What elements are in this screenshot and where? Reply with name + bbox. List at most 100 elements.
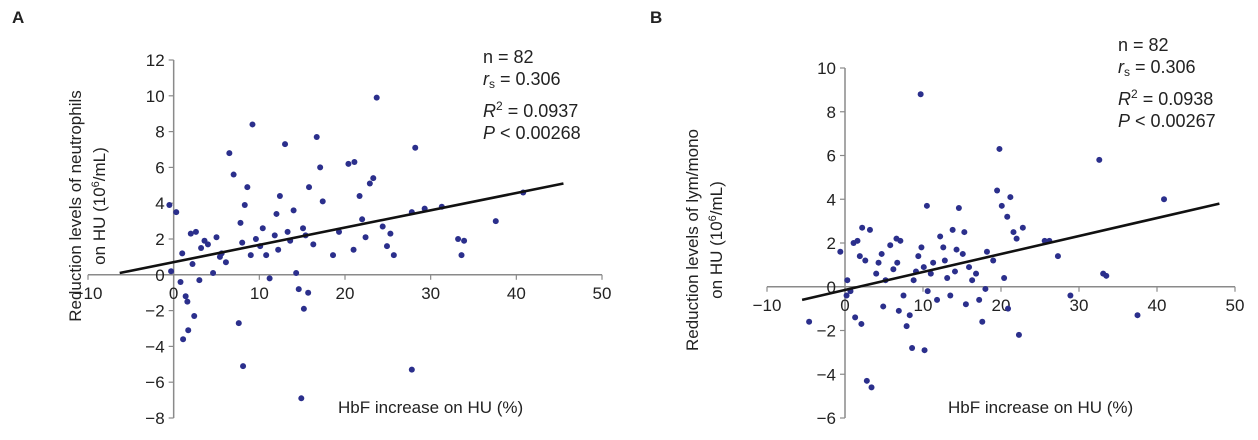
panel-a-data-point [379,223,386,230]
panel-a-data-point [408,366,415,373]
panel-b-data-point [966,264,973,271]
panel-b-data-point [1096,156,1103,163]
panel-a-data-point [412,144,419,151]
panel-b-data-point [1161,196,1168,203]
panel-b-ylabel-line2-post: /mL) [707,181,726,216]
panel-a-y-tick-label: −2 [145,302,164,321]
panel-b-y-tick-label: 4 [827,190,836,209]
panel-a-data-point [240,363,247,370]
panel-b-y-tick-label: 8 [827,103,836,122]
panel-a-data-point [239,239,246,246]
panel-b-data-point [1007,194,1014,201]
panel-a-data-point [210,270,217,277]
panel-a-y-axis-title: Reduction levels of neutrophils on HU (1… [66,56,110,356]
panel-b-data-point [852,314,859,321]
panel-b-data-point [866,226,873,233]
panel-b-data-point [934,296,941,303]
panel-b-data-point [955,205,962,211]
panel-a-x-tick-label: 10 [250,284,269,303]
panel-a-data-point [319,198,326,205]
panel-b-y-axis-title: Reduction levels of lym/mono on HU (106/… [683,105,727,375]
panel-a-x-tick-label: 40 [507,284,526,303]
panel-b-data-point [894,259,901,266]
panel-b-data-point [806,318,813,325]
panel-a-data-point [305,289,312,296]
panel-b-data-point [1103,272,1110,279]
panel-a-data-point [241,201,248,208]
panel-a-y-tick-label: 0 [155,266,164,285]
panel-b-data-point [903,323,910,330]
chart-a-svg: −10 0 10 20 30 40 50 −8 −6 −4 −2 0 2 4 6 8 10 12 [74,51,612,428]
panel-b-ylabel-line1: Reduction levels of lym/mono [683,128,702,352]
panel-a-data-point [235,320,242,327]
panel-b-data-point [1015,331,1022,338]
panel-a-stats-box: n = 82 rs = 0.306 R2 = 0.0937 P < 0.0026… [483,46,581,144]
panel-b-data-point [1134,312,1141,319]
panel-a-data-point [179,250,186,257]
panel-a-stat-p: P < 0.00268 [483,123,581,143]
panel-b-data-point [1019,224,1026,231]
panel-b-data-point [906,312,913,319]
panel-a-data-point [300,305,307,312]
panel-b-data-point [930,259,937,266]
panel-a-data-point [187,230,194,237]
panel-b-y-tick-label: 2 [827,234,836,253]
panel-a-data-point [271,232,278,239]
panel-b-data-point [944,275,951,281]
panel-a-y-tick-label: −6 [145,373,164,392]
panel-a-data-point [191,312,198,319]
panel-a-data-point [259,225,266,232]
panel-a-letter: A [12,8,25,27]
panel-a-data-point [306,184,313,191]
panel-b-data-point [887,242,894,249]
panel-a-data-point [298,395,305,402]
panel-b-data-point [837,248,844,255]
panel-b-ylabel-line2-sup: 6 [707,215,719,222]
panel-a-y-tick-label: 10 [146,87,165,106]
panel-a-data-point [249,121,256,128]
panel-b-data-point [973,270,980,277]
panel-b-x-tick-label: 50 [1226,296,1245,315]
panel-a-y-tick-label: 4 [155,194,164,213]
panel-b-data-point [1004,213,1011,220]
panel-a-data-point [275,246,282,253]
panel-a-data-point [266,275,273,282]
panel-b-data-point [990,257,997,264]
panel-a-stat-rs: rs = 0.306 [483,69,561,91]
panel-b-data-point [895,307,902,314]
panel-a-data-point [362,234,369,241]
panel-b-data-point [994,187,1001,194]
panel-a-data-point [461,237,468,244]
panel-b-y-tick-label: 0 [827,278,836,297]
panel-b-data-point [927,270,934,277]
panel-b-y-tick-label: −2 [817,322,836,341]
panel-a-data-point [247,252,254,259]
panel-b-data-point [918,244,925,251]
panel-a-data-point [252,236,259,242]
panel-b-stats-box: n = 82 rs = 0.306 R2 = 0.0938 P < 0.0026… [1118,34,1216,132]
panel-b-data-point [921,347,928,354]
panel-b-data-point [858,320,865,327]
panel-a-data-point [317,164,324,171]
panel-a-data-point [366,180,373,187]
panel-a-x-tick-label: 50 [593,284,612,303]
panel-b-ylabel-line2-pre: on HU (10 [707,221,726,299]
panel-a-data-point [173,209,180,216]
panel-a-y-tick-label: 12 [146,51,165,70]
panel-b-data-point [868,384,875,391]
panel-b-stat-p: P < 0.00267 [1118,111,1216,131]
panel-b-data-point [996,145,1003,152]
panel-a-x-tick-label: 30 [421,284,440,303]
panel-a-data-point [282,141,289,148]
panel-b-data-point [951,268,958,275]
panel-a-data-point [313,133,320,140]
panel-a-data-point [284,228,291,235]
panel-a-data-point [168,268,175,275]
panel-a-ylabel-line2-pre: on HU (10 [90,187,109,265]
panel-a-y-tick-label: 6 [155,158,164,177]
panel-b-y-tick-label: 10 [817,59,836,78]
panel-b-data-point [1010,229,1017,236]
panel-b-x-tick-label: 20 [992,296,1011,315]
panel-b-y-tick-label: 6 [827,147,836,166]
panel-b-data-point [962,301,969,308]
